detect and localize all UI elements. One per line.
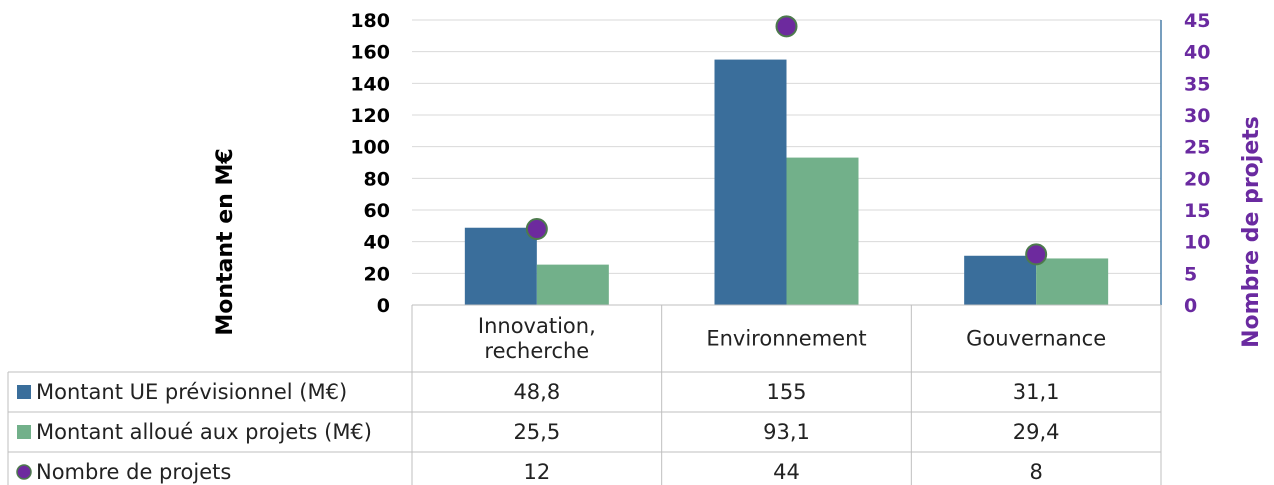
bar xyxy=(964,255,1037,305)
x-tick-label: recherche xyxy=(484,339,589,363)
y-axis-title: Montant en M€ xyxy=(213,148,238,335)
y2-tick-label: 0 xyxy=(1184,295,1197,317)
y-tick-label: 40 xyxy=(364,232,390,254)
y-tick-label: 0 xyxy=(377,295,390,317)
y-tick-label: 100 xyxy=(350,137,390,159)
legend-label: Nombre de projets xyxy=(36,460,231,484)
data-label: 93,1 xyxy=(763,420,810,444)
legend-label: Montant UE prévisionnel (M€) xyxy=(36,380,347,404)
data-label: 29,4 xyxy=(1013,420,1060,444)
bar xyxy=(786,157,859,305)
data-label: 155 xyxy=(766,380,806,404)
y-tick-label: 120 xyxy=(350,105,390,127)
data-label: 25,5 xyxy=(513,420,560,444)
y2-tick-label: 5 xyxy=(1184,263,1197,285)
bar xyxy=(714,59,787,306)
y2-tick-label: 45 xyxy=(1184,10,1210,32)
data-label: 8 xyxy=(1029,460,1042,484)
legend-swatch xyxy=(17,425,31,439)
bars xyxy=(464,59,1109,306)
y-tick-label: 160 xyxy=(350,42,390,64)
marker-point xyxy=(1025,243,1048,266)
y2-axis-title: Nombre de projets xyxy=(1239,116,1264,348)
data-label: 31,1 xyxy=(1013,380,1060,404)
y2-tick-label: 15 xyxy=(1184,200,1210,222)
y2-tick-label: 35 xyxy=(1184,73,1210,95)
x-tick-label: Innovation, xyxy=(478,314,596,338)
y-tick-label: 20 xyxy=(364,263,390,285)
marker-point xyxy=(525,218,548,240)
bar xyxy=(1036,258,1109,305)
data-label: 12 xyxy=(523,460,550,484)
axes: 0 20 40 60 80 100 120 140 160 180 0 5 10 15 20 25 30 35 40… xyxy=(350,10,1210,317)
y2-tick-label: 20 xyxy=(1184,168,1210,190)
y-tick-label: 140 xyxy=(350,73,390,95)
bar xyxy=(464,227,537,305)
legend-swatch xyxy=(17,385,31,399)
x-tick-label: Environnement xyxy=(706,327,866,351)
y2-tick-label: 10 xyxy=(1184,232,1210,254)
y-tick-label: 180 xyxy=(350,10,390,32)
x-tick-label: Gouvernance xyxy=(966,327,1106,351)
bar xyxy=(536,264,609,305)
data-table: Innovation,recherche Environnement Gouvern… xyxy=(7,304,1162,485)
data-label: 44 xyxy=(773,460,800,484)
data-label: 48,8 xyxy=(513,380,560,404)
y2-tick-label: 30 xyxy=(1184,105,1210,127)
y-tick-label: 80 xyxy=(364,168,390,190)
y-tick-label: 60 xyxy=(364,200,390,222)
y2-tick-label: 25 xyxy=(1184,137,1210,159)
markers xyxy=(525,15,1048,266)
legend-label: Montant alloué aux projets (M€) xyxy=(36,420,372,444)
marker-point xyxy=(775,15,798,38)
legend-marker xyxy=(16,464,32,480)
y2-tick-label: 40 xyxy=(1184,42,1210,64)
